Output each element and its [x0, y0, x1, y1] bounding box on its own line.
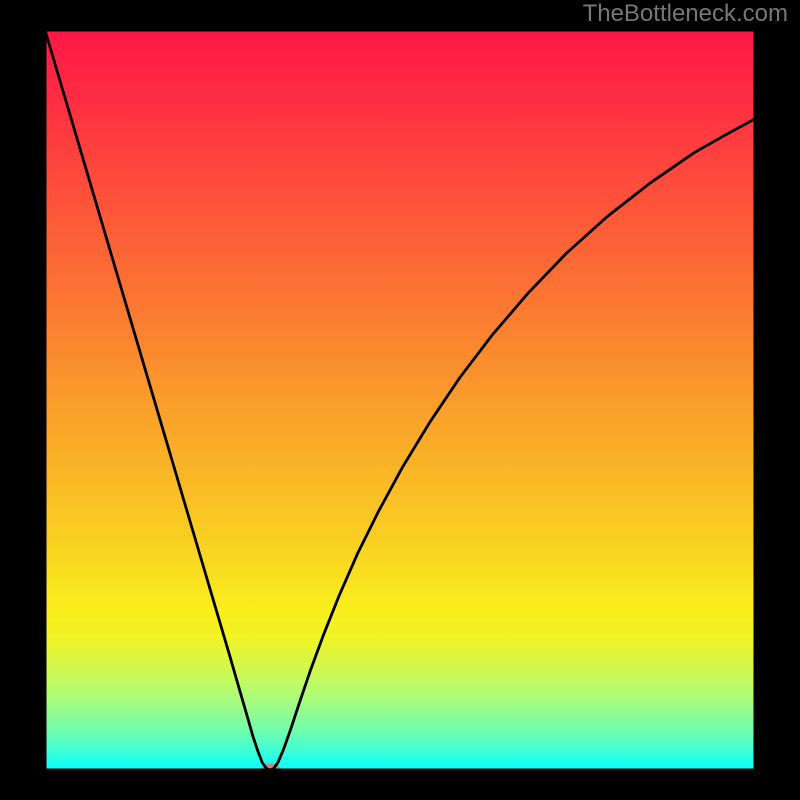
chart-background [45, 30, 755, 770]
chart-plot-area [45, 30, 755, 770]
watermark-text: TheBottleneck.com [583, 0, 788, 28]
chart-svg [45, 30, 755, 770]
chart-container: TheBottleneck.com [0, 0, 800, 800]
